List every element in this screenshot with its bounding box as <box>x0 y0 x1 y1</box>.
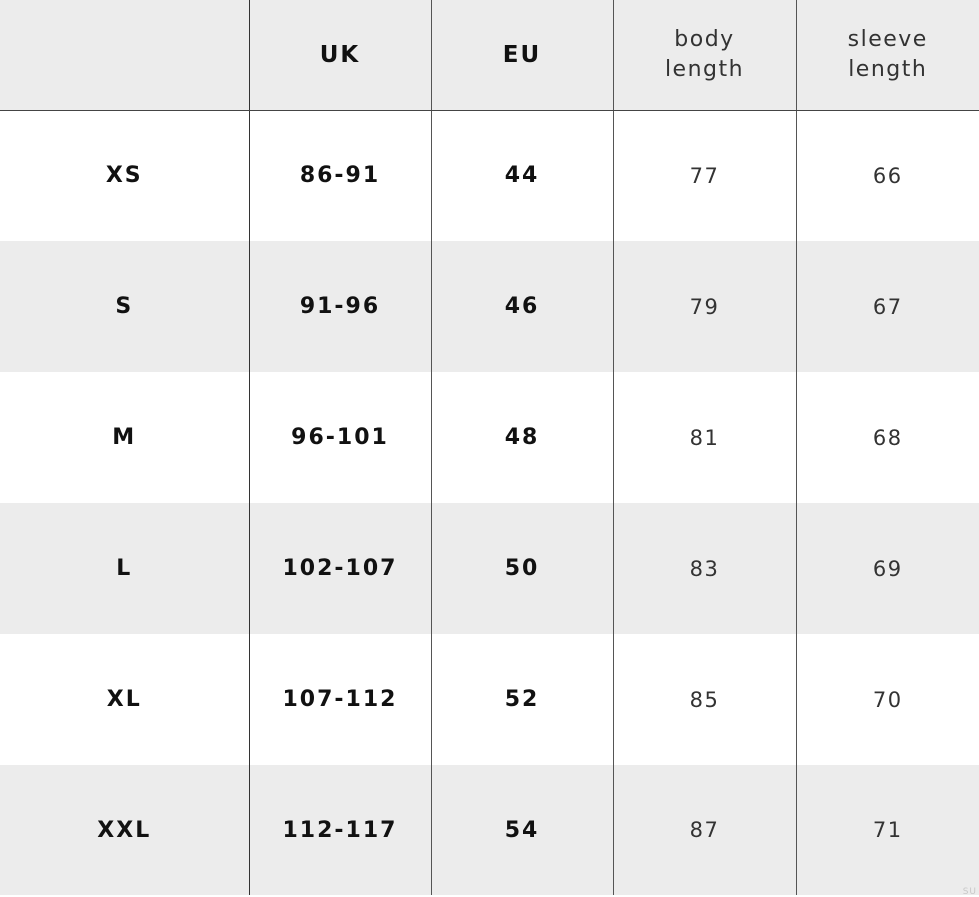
cell-size: M <box>112 425 137 450</box>
cell-eu: 48 <box>430 372 613 503</box>
cell-sleeve: 70 <box>795 634 979 765</box>
cell-sleeve: 71 <box>795 765 979 895</box>
cell-eu: 52 <box>430 634 613 765</box>
cell-size: XS <box>105 163 143 189</box>
table-row: XXL 112-117 54 87 71 <box>0 765 979 895</box>
cell-uk: 96-101 <box>248 372 431 503</box>
header-size <box>0 0 249 111</box>
cell-uk: 107-112 <box>248 634 431 765</box>
header-body-line1: body <box>674 26 735 52</box>
cell-size: XL <box>106 687 142 712</box>
table-row: S 91-96 46 79 67 <box>0 241 979 372</box>
cell-sleeve: 68 <box>795 372 979 503</box>
cell-eu: 50 <box>430 503 613 634</box>
cell-uk: 112-117 <box>248 765 431 895</box>
cell-body: 77 <box>612 110 796 241</box>
cell-sleeve: 66 <box>795 110 979 241</box>
cell-body: 85 <box>612 634 796 765</box>
cell-eu: 46 <box>430 241 613 372</box>
cell-size: S <box>115 294 134 319</box>
cell-sleeve: 67 <box>795 241 979 372</box>
watermark: SU <box>962 887 977 897</box>
header-uk: UK <box>248 0 431 111</box>
cell-body: 87 <box>612 765 796 895</box>
header-eu: EU <box>430 0 613 111</box>
header-sleeve-line2: length <box>848 56 928 82</box>
cell-size: L <box>116 556 133 581</box>
table-row: M 96-101 48 81 68 <box>0 372 979 503</box>
cell-eu: 54 <box>430 765 613 895</box>
cell-body: 79 <box>612 241 796 372</box>
header-body-line2: length <box>664 56 745 82</box>
cell-sleeve: 69 <box>795 503 979 634</box>
header-row: UK EU body length sleeve length <box>0 0 979 111</box>
cell-uk: 86-91 <box>248 110 431 241</box>
cell-uk: 102-107 <box>248 503 431 634</box>
table-row: XL 107-112 52 85 70 <box>0 634 979 765</box>
table-row: L 102-107 50 83 69 <box>0 503 979 634</box>
header-sleeve-length: sleeve length <box>795 0 979 111</box>
cell-body: 81 <box>612 372 796 503</box>
header-body-length: body length <box>612 0 796 111</box>
cell-uk: 91-96 <box>248 241 431 372</box>
header-sleeve-line1: sleeve <box>847 26 928 52</box>
cell-eu: 44 <box>430 110 613 241</box>
cell-body: 83 <box>612 503 796 634</box>
table-row: XS 86-91 44 77 66 <box>0 110 979 241</box>
cell-size: XXL <box>97 817 152 843</box>
